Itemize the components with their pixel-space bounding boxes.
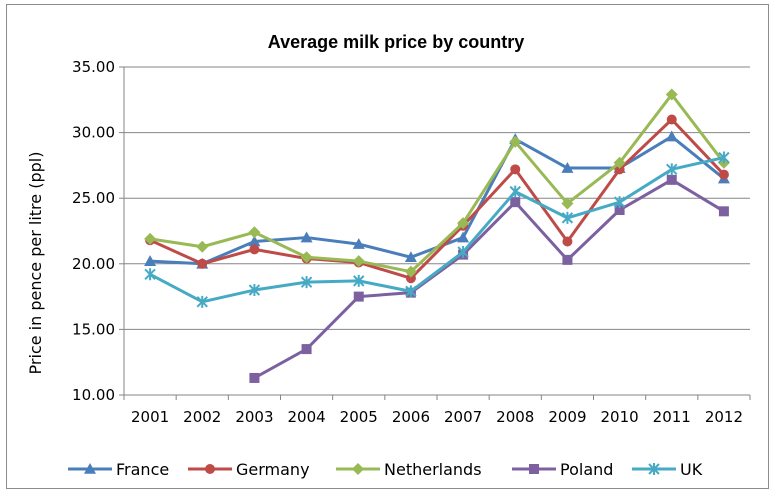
x-tick-label: 2011 <box>653 408 691 426</box>
legend-marker-poland <box>529 464 539 474</box>
y-tick-label: 30.00 <box>72 124 115 142</box>
x-tick-label: 2007 <box>444 408 482 426</box>
data-point-germany <box>614 164 625 175</box>
data-point-uk <box>457 245 469 258</box>
y-tick-label: 15.00 <box>72 320 115 338</box>
data-point-france <box>300 231 313 243</box>
x-tick-label: 2002 <box>183 408 221 426</box>
data-point-uk <box>196 295 208 308</box>
data-point-netherlands <box>196 240 209 253</box>
data-point-france <box>457 231 470 243</box>
series-line-germany <box>149 117 726 280</box>
x-tick-label: 2008 <box>496 408 534 426</box>
data-point-netherlands <box>509 135 522 148</box>
axes: 10.00 15.00 20.00 25.00 30.00 35.00 2001 2002 20… <box>72 58 751 426</box>
y-tick-label: 35.00 <box>72 58 115 76</box>
x-tick-label: 2005 <box>340 408 378 426</box>
data-point-germany <box>666 114 677 125</box>
data-point-netherlands <box>352 255 365 268</box>
x-tick-label: 2004 <box>287 408 325 426</box>
data-point-uk <box>509 185 521 198</box>
data-point-france <box>665 130 678 142</box>
data-point-uk <box>405 285 417 298</box>
data-point-poland <box>249 372 260 383</box>
data-point-netherlands <box>144 232 157 245</box>
y-axis-label: Price in pence per litre (ppl) <box>26 152 45 375</box>
data-point-uk <box>561 211 574 224</box>
data-point-poland <box>666 174 677 185</box>
series-lines <box>144 88 730 383</box>
legend-item-poland: Poland <box>512 460 613 479</box>
chart-title: Average milk price by country <box>268 32 524 52</box>
data-point-poland <box>353 291 364 302</box>
data-point-uk <box>353 274 365 287</box>
legend-item-netherlands: Netherlands <box>336 460 482 479</box>
data-point-netherlands <box>404 265 417 278</box>
legend-item-uk: UK <box>632 460 703 479</box>
x-tick-label: 2010 <box>600 408 638 426</box>
legend-label-uk: UK <box>680 460 703 479</box>
series-germany <box>145 114 729 284</box>
data-point-uk <box>248 284 261 297</box>
legend-marker-france <box>84 463 96 474</box>
y-tick-label: 20.00 <box>72 255 115 273</box>
legend: France Germany Netherlands Poland UK <box>68 460 703 479</box>
chart-frame <box>6 4 769 489</box>
data-point-poland <box>301 344 312 355</box>
x-tick-label: 2001 <box>131 408 169 426</box>
data-point-poland <box>614 205 625 216</box>
series-uk <box>144 151 730 308</box>
data-point-germany <box>249 244 260 255</box>
data-point-poland <box>718 206 729 217</box>
x-tick-label: 2006 <box>392 408 430 426</box>
y-tick-label: 10.00 <box>72 386 115 404</box>
data-point-germany <box>718 169 729 180</box>
data-point-poland <box>510 197 521 208</box>
data-point-uk <box>300 276 313 289</box>
x-tick-label: 2003 <box>235 408 273 426</box>
data-point-netherlands <box>613 156 626 169</box>
data-point-france <box>352 238 365 249</box>
data-point-poland <box>562 254 573 265</box>
data-point-france <box>404 251 417 263</box>
data-point-france <box>248 235 261 247</box>
x-tick-label: 2012 <box>705 408 743 426</box>
data-point-uk <box>666 163 678 176</box>
data-point-uk <box>613 196 626 209</box>
legend-item-france: France <box>68 460 169 479</box>
legend-label-poland: Poland <box>560 460 613 479</box>
data-point-germany <box>197 258 208 269</box>
data-point-france <box>561 162 574 173</box>
legend-marker-germany <box>205 464 215 474</box>
data-point-germany <box>510 164 521 175</box>
data-point-netherlands <box>665 88 678 101</box>
data-point-uk <box>144 268 156 281</box>
legend-label-germany: Germany <box>236 460 310 479</box>
x-tick-label: 2009 <box>548 408 586 426</box>
legend-marker-uk <box>648 463 660 475</box>
series-poland <box>249 174 729 383</box>
series-line-uk <box>149 156 725 304</box>
data-point-netherlands <box>248 226 261 239</box>
data-point-netherlands <box>457 217 470 230</box>
legend-marker-netherlands <box>352 463 364 475</box>
data-point-netherlands <box>561 197 574 210</box>
legend-item-germany: Germany <box>188 460 310 479</box>
data-point-france <box>144 255 157 266</box>
series-line-poland <box>253 178 725 380</box>
data-point-netherlands <box>300 251 313 264</box>
legend-label-netherlands: Netherlands <box>384 460 482 479</box>
legend-label-france: France <box>116 460 169 479</box>
data-point-uk <box>718 151 730 164</box>
data-point-germany <box>562 236 573 247</box>
series-line-netherlands <box>149 93 726 274</box>
data-point-germany <box>405 273 416 284</box>
series-netherlands <box>144 88 730 278</box>
y-tick-label: 25.00 <box>72 189 115 207</box>
